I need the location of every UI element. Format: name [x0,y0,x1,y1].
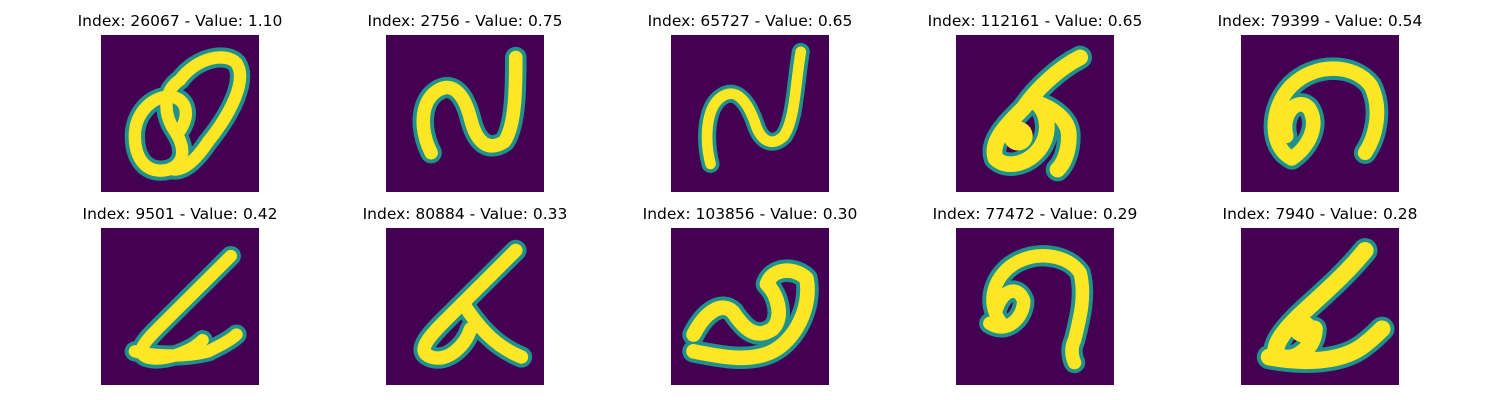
panel-title: Index: 2756 - Value: 0.75 [367,12,563,30]
handwritten-glyph-image [386,35,544,192]
image-panel-3: Index: 65727 - Value: 0.65 [640,11,860,192]
handwritten-glyph-image [1241,228,1399,385]
handwritten-glyph-image [671,35,829,192]
image-panel-7: Index: 80884 - Value: 0.33 [355,204,575,385]
panel-title: Index: 79399 - Value: 0.54 [1217,12,1423,30]
image-panel-6: Index: 9501 - Value: 0.42 [70,204,290,385]
panel-title: Index: 112161 - Value: 0.65 [927,12,1143,30]
handwritten-glyph-image [1241,35,1399,192]
panel-title: Index: 26067 - Value: 1.10 [77,12,283,30]
image-panel-8: Index: 103856 - Value: 0.30 [640,204,860,385]
image-panel-10: Index: 7940 - Value: 0.28 [1210,204,1430,385]
panel-title: Index: 103856 - Value: 0.30 [642,205,858,223]
handwritten-glyph-image [101,228,259,385]
image-panel-9: Index: 77472 - Value: 0.29 [925,204,1145,385]
image-panel-2: Index: 2756 - Value: 0.75 [355,11,575,192]
panel-title: Index: 65727 - Value: 0.65 [647,12,853,30]
panel-title: Index: 77472 - Value: 0.29 [932,205,1138,223]
panel-title: Index: 7940 - Value: 0.28 [1222,205,1418,223]
panel-title: Index: 80884 - Value: 0.33 [362,205,568,223]
image-panel-4: Index: 112161 - Value: 0.65 [925,11,1145,192]
panel-title: Index: 9501 - Value: 0.42 [82,205,278,223]
image-panel-1: Index: 26067 - Value: 1.10 [70,11,290,192]
handwritten-glyph-image [671,228,829,385]
handwritten-glyph-image [101,35,259,192]
handwritten-glyph-image [956,35,1114,192]
handwritten-glyph-image [956,228,1114,385]
image-panel-5: Index: 79399 - Value: 0.54 [1210,11,1430,192]
handwritten-glyph-image [386,228,544,385]
